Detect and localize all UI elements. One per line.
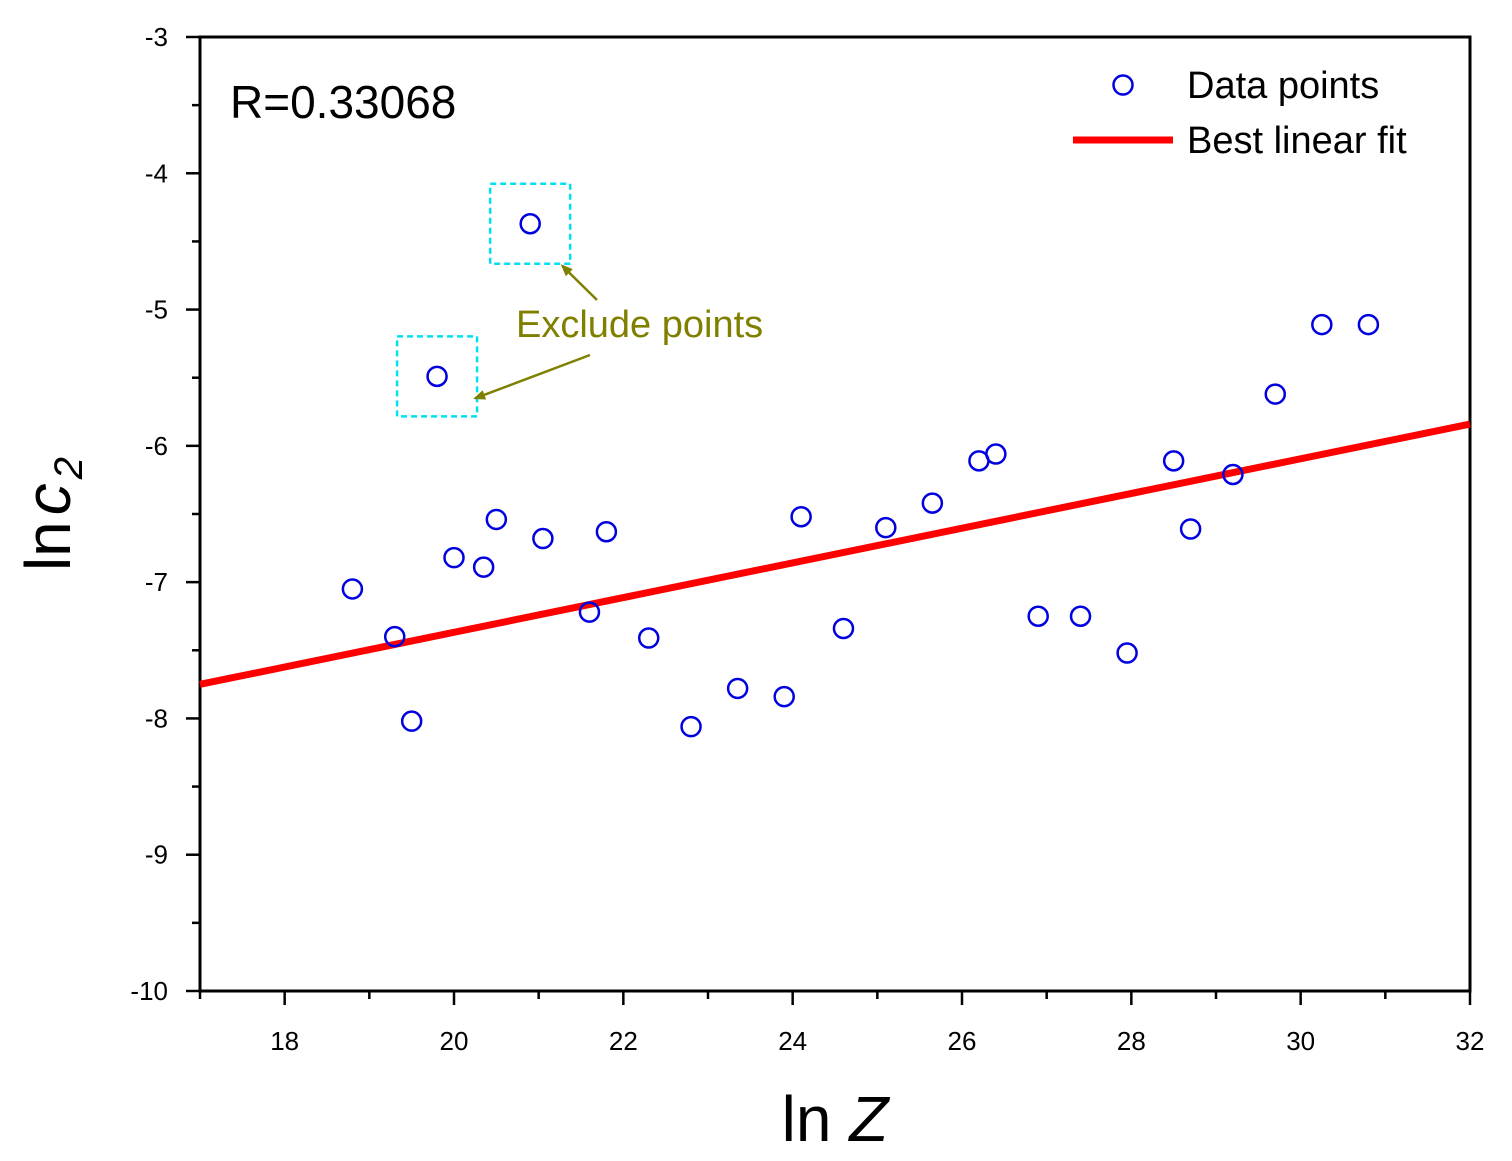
x-axis-title-prefix: ln <box>782 1083 850 1155</box>
y-tick-label: -3 <box>145 22 168 52</box>
data-point <box>485 508 508 531</box>
data-point <box>426 365 448 388</box>
y-tick-label: -8 <box>145 703 168 733</box>
y-tick-label: -5 <box>145 295 168 325</box>
data-point <box>472 556 495 578</box>
data-point <box>1116 642 1138 664</box>
r-value-label: R=0.33068 <box>230 76 456 128</box>
data-point <box>519 212 541 235</box>
x-tick-label: 22 <box>609 1026 638 1056</box>
data-point <box>595 520 618 543</box>
y-axis-title-prefix: ln <box>12 521 84 571</box>
plot-area-frame <box>198 35 1472 993</box>
fit-line-layer <box>199 420 1471 688</box>
data-point <box>832 617 855 640</box>
data-point <box>637 627 660 649</box>
data-point <box>578 601 601 623</box>
exclude-points-label: Exclude points <box>516 304 763 346</box>
x-tick-label: 20 <box>440 1026 469 1056</box>
best-fit-line <box>199 420 1471 688</box>
axis-tick-labels: 18 20 22 24 26 28 30 32 -3 -4 -5 -6 -7 -8 -9 -10 <box>130 22 1484 1056</box>
y-tick-label: -10 <box>130 976 168 1006</box>
x-tick-label: 30 <box>1286 1026 1315 1056</box>
y-axis-title: ln c 2 <box>12 457 91 571</box>
y-axis-title-sub: 2 <box>47 457 91 480</box>
x-tick-label: 18 <box>270 1026 299 1056</box>
data-point <box>773 685 795 708</box>
axis-ticks <box>186 35 1472 1005</box>
data-point <box>1222 463 1244 486</box>
exclude-arrow <box>473 353 591 400</box>
exclude-annotation <box>395 182 598 418</box>
x-axis-title: ln Z <box>782 1083 891 1155</box>
legend: Data points Best linear fit <box>1073 65 1407 162</box>
data-point <box>1162 450 1185 472</box>
data-point <box>1027 605 1049 627</box>
data-point <box>985 443 1007 465</box>
legend-marker-data-points <box>1112 74 1134 96</box>
data-point <box>1357 313 1380 336</box>
data-point <box>726 677 749 700</box>
data-point <box>400 710 423 732</box>
y-axis-title-var: c <box>12 483 84 515</box>
data-point <box>1311 313 1333 336</box>
x-tick-label: 32 <box>1456 1026 1485 1056</box>
data-point <box>532 527 554 550</box>
x-tick-label: 28 <box>1117 1026 1146 1056</box>
data-point <box>443 546 465 569</box>
y-tick-label: -6 <box>145 431 168 461</box>
data-point <box>680 715 702 738</box>
data-point <box>875 516 897 539</box>
data-point <box>1179 518 1202 540</box>
y-tick-label: -9 <box>145 840 168 870</box>
data-point <box>1264 383 1287 405</box>
y-tick-label: -4 <box>145 158 168 188</box>
exclude-box <box>488 182 572 265</box>
data-points <box>341 212 1380 738</box>
legend-label-data-points: Data points <box>1187 65 1379 107</box>
data-point <box>921 492 944 514</box>
data-point <box>790 505 812 528</box>
x-tick-label: 24 <box>778 1026 807 1056</box>
exclude-arrow <box>560 264 598 301</box>
y-tick-label: -7 <box>145 567 168 597</box>
x-axis-title-var: Z <box>847 1083 890 1155</box>
svg-text:lnc2: ln c 2 <box>12 457 91 571</box>
x-tick-label: 26 <box>948 1026 977 1056</box>
legend-label-best-fit: Best linear fit <box>1187 120 1407 162</box>
exclude-box <box>395 335 479 418</box>
data-point <box>1069 605 1092 627</box>
data-point <box>383 625 406 648</box>
data-point <box>341 578 364 600</box>
